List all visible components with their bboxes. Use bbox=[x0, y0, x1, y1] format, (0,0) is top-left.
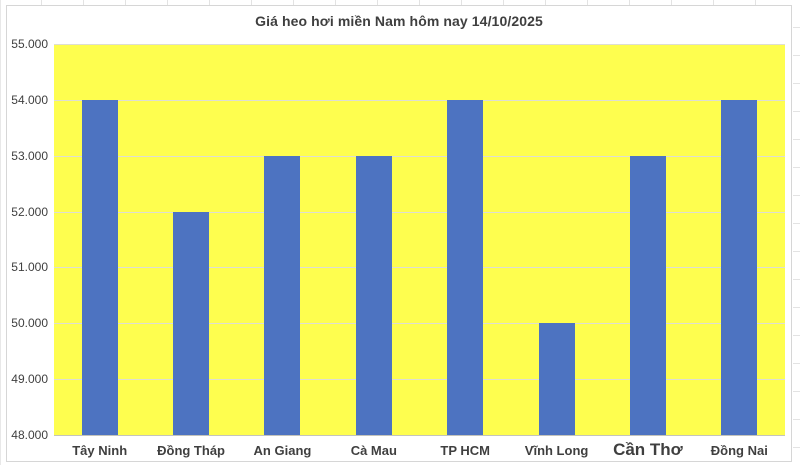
gridline bbox=[54, 44, 785, 45]
gridline bbox=[54, 323, 785, 325]
y-axis-label: 48.000 bbox=[11, 428, 48, 442]
x-axis-label: Cà Mau bbox=[350, 443, 397, 458]
chart-frame[interactable]: Giá heo hơi miền Nam hôm nay 14/10/2025 … bbox=[6, 5, 792, 462]
x-axis-label: Vĩnh Long bbox=[524, 443, 589, 458]
x-axis-label: Cần Thơ bbox=[613, 440, 683, 459]
bar-4[interactable] bbox=[355, 155, 392, 435]
bar-6[interactable] bbox=[538, 323, 575, 435]
gridline bbox=[54, 211, 785, 213]
y-axis-label: 53.000 bbox=[11, 148, 48, 163]
y-axis-label: 49.000 bbox=[11, 372, 48, 387]
x-axis-label: Đồng Nai bbox=[710, 443, 768, 458]
spreadsheet-row-gridlines bbox=[793, 0, 800, 465]
gridline bbox=[54, 267, 785, 269]
plot-area[interactable] bbox=[54, 44, 785, 436]
bar-7[interactable] bbox=[629, 155, 666, 435]
x-axis-label: TP HCM bbox=[440, 443, 490, 458]
spreadsheet-left-gridline bbox=[0, 0, 1, 465]
bar-1[interactable] bbox=[81, 99, 118, 435]
gridline bbox=[54, 99, 785, 101]
y-axis-label: 54.000 bbox=[11, 92, 48, 107]
y-axis-label: 51.000 bbox=[11, 260, 48, 275]
x-axis-line bbox=[54, 435, 785, 436]
y-axis-label: 52.000 bbox=[11, 204, 48, 219]
spreadsheet-column-gridlines bbox=[0, 0, 800, 5]
bar-2[interactable] bbox=[173, 211, 210, 435]
y-axis-label: 50.000 bbox=[11, 316, 48, 331]
x-axis-label: An Giang bbox=[253, 443, 312, 458]
bar-3[interactable] bbox=[264, 155, 301, 435]
chart-title: Giá heo hơi miền Nam hôm nay 14/10/2025 bbox=[255, 13, 543, 29]
x-axis: Tây Ninh Đồng Tháp An Giang Cà Mau TP HCM Vĩn… bbox=[54, 440, 785, 464]
y-axis: 48.000 49.000 50.000 51.000 52.000 53.000 54.0… bbox=[7, 37, 48, 442]
y-axis-label: 55.000 bbox=[11, 37, 48, 51]
gridline bbox=[54, 155, 785, 157]
x-axis-label: Tây Ninh bbox=[72, 443, 128, 458]
bar-5[interactable] bbox=[447, 99, 484, 435]
bar-8[interactable] bbox=[721, 99, 758, 435]
gridline bbox=[54, 379, 785, 381]
x-axis-label: Đồng Tháp bbox=[157, 443, 225, 458]
